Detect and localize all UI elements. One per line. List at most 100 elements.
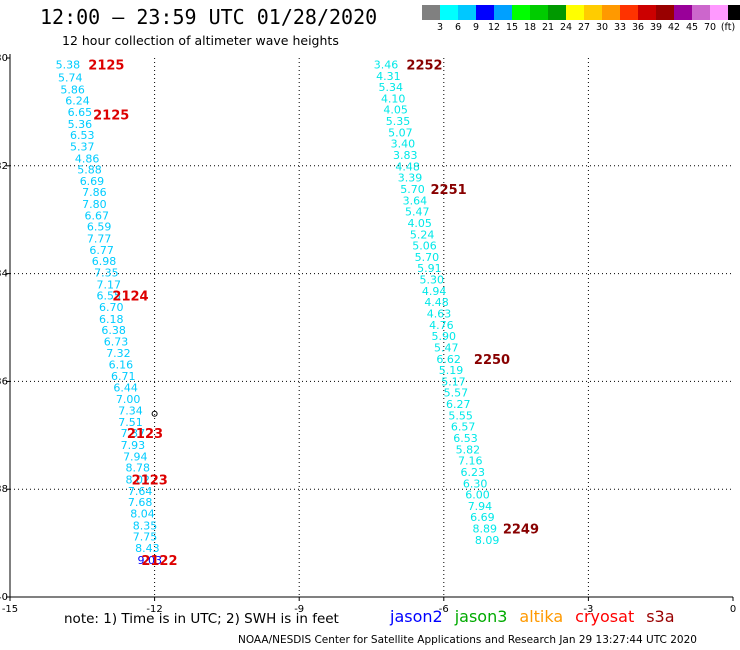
track2-data-label: 5.70: [415, 251, 440, 264]
track1-data-label: 8.43: [135, 542, 160, 555]
colorbar-swatch: [530, 5, 548, 20]
time-label: 2252: [406, 58, 442, 73]
colorbar-label: 45: [685, 22, 699, 33]
track1-data-label: 7.93: [121, 439, 146, 452]
track2-data-label: 5.57: [444, 387, 469, 400]
track2-data-label: 5.24: [410, 228, 435, 241]
track1-data-label: 5.38: [56, 58, 81, 71]
track2-data-label: 3.83: [393, 149, 418, 162]
colorbar-label: 24: [559, 22, 573, 33]
time-label: 2124: [112, 290, 148, 305]
time-label: 2123: [127, 427, 163, 442]
track1-data-label: 6.59: [87, 221, 112, 234]
track2-data-label: 5.06: [412, 240, 437, 253]
colorbar-label: 12: [487, 22, 501, 33]
track1-data-label: 6.69: [80, 175, 105, 188]
legend-entry: jason2: [390, 607, 443, 626]
track2-data-label: 5.19: [439, 364, 464, 377]
track2-data-label: 4.94: [422, 285, 447, 298]
colorbar-swatch: [512, 5, 530, 20]
track2-data-label: 8.09: [475, 534, 500, 547]
track2-data-label: 4.48: [424, 296, 449, 309]
track1-data-label: 7.34: [118, 405, 143, 418]
track2-data-label: 5.30: [420, 274, 445, 287]
legend-entry: jason3: [454, 607, 508, 626]
x-tick-label: -9: [294, 604, 304, 615]
track2-data-label: 4.31: [376, 70, 401, 83]
track2-data-label: 5.07: [388, 126, 413, 139]
track1-data-label: 6.24: [65, 95, 90, 108]
colorbar-label: 70: [703, 22, 717, 33]
track2-data-label: 6.57: [451, 421, 476, 434]
track2-data-label: 6.23: [460, 466, 485, 479]
track1-data-label: 8.02: [125, 473, 150, 486]
time-label: 2125: [88, 58, 124, 73]
track1-data-label: 7.94: [123, 450, 148, 463]
y-tick-label: -32: [0, 161, 8, 172]
colorbar-label: 18: [523, 22, 537, 33]
footer-credit: NOAA/NESDIS Center for Satellite Applica…: [238, 634, 697, 646]
track1-data-label: 6.67: [85, 209, 110, 222]
track2-data-label: 4.48: [395, 160, 420, 173]
colorbar: [422, 5, 740, 20]
track1-data-label: 7.77: [87, 233, 112, 246]
track1-data-label: 6.73: [104, 336, 129, 349]
chart-subtitle: 12 hour collection of altimeter wave hei…: [62, 33, 339, 48]
track1-data-label: 7.68: [128, 496, 153, 509]
time-label: 2251: [431, 183, 467, 198]
track1-data-label: 7.17: [97, 278, 122, 291]
track2-data-label: 5.47: [405, 206, 430, 219]
colorbar-label: 33: [613, 22, 627, 33]
track2-data-label: 4.05: [383, 104, 408, 117]
track1-data-label: 5.74: [58, 71, 83, 84]
track1-data-label: 6.71: [111, 370, 136, 383]
colorbar-swatch: [458, 5, 476, 20]
time-label: 2250: [474, 353, 510, 368]
track1-data-label: 5.88: [77, 164, 102, 177]
legend: jason2 jason3 altika cryosat s3a: [390, 607, 687, 626]
colorbar-swatch: [476, 5, 494, 20]
track2-data-label: 6.00: [465, 489, 490, 502]
track1-data-label: 6.38: [101, 324, 126, 337]
track1-data-label: 7.64: [128, 485, 153, 498]
track2-data-label: 5.35: [386, 115, 411, 128]
track2-data-label: 6.27: [446, 398, 471, 411]
x-tick-label: -15: [2, 604, 18, 615]
colorbar-swatch: [638, 5, 656, 20]
colorbar-label: 3: [436, 22, 444, 33]
colorbar-label: 21: [541, 22, 555, 33]
track2-data-label: 4.76: [429, 319, 454, 332]
track1-data-label: 6.44: [113, 381, 138, 394]
colorbar-swatch: [602, 5, 620, 20]
colorbar-labels: 3 6 9 12 15 18 21 24 27 30 33 36 39 42 45 70 (ft): [422, 22, 740, 34]
colorbar-label: 30: [595, 22, 609, 33]
colorbar-label: 15: [505, 22, 519, 33]
colorbar-swatch: [674, 5, 692, 20]
track1-data-label: 4.86: [75, 152, 100, 165]
track1-data-label: 6.77: [89, 244, 114, 257]
track1-data-label: 7.00: [116, 393, 141, 406]
track1-data-label: 5.86: [60, 83, 85, 96]
x-tick-label: -6: [439, 604, 449, 615]
track2-data-label: 3.40: [391, 138, 416, 151]
track2-data-label: 5.82: [456, 443, 481, 456]
colorbar-label: 9: [472, 22, 480, 33]
track1-data-label: 7.51: [118, 416, 143, 429]
track2-data-label: 4.10: [381, 92, 406, 105]
track2-data-label: 5.70: [400, 183, 425, 196]
x-tick-label: 0: [730, 604, 736, 615]
track1-data-label: 6.70: [99, 301, 124, 314]
colorbar-label: 6: [454, 22, 462, 33]
legend-entry: s3a: [646, 607, 675, 626]
colorbar-swatch: [656, 5, 674, 20]
track2-data-label: 6.30: [463, 477, 488, 490]
track2-data-label: 3.46: [374, 58, 399, 71]
track1-data-label: 9.03: [138, 554, 163, 567]
y-tick-label: -30: [0, 53, 8, 64]
time-label: 2125: [93, 109, 129, 124]
colorbar-label: 27: [577, 22, 591, 33]
x-tick-label: -3: [583, 604, 593, 615]
track2-data-label: 6.69: [470, 511, 495, 524]
track1-data-label: 7.37: [121, 427, 146, 440]
